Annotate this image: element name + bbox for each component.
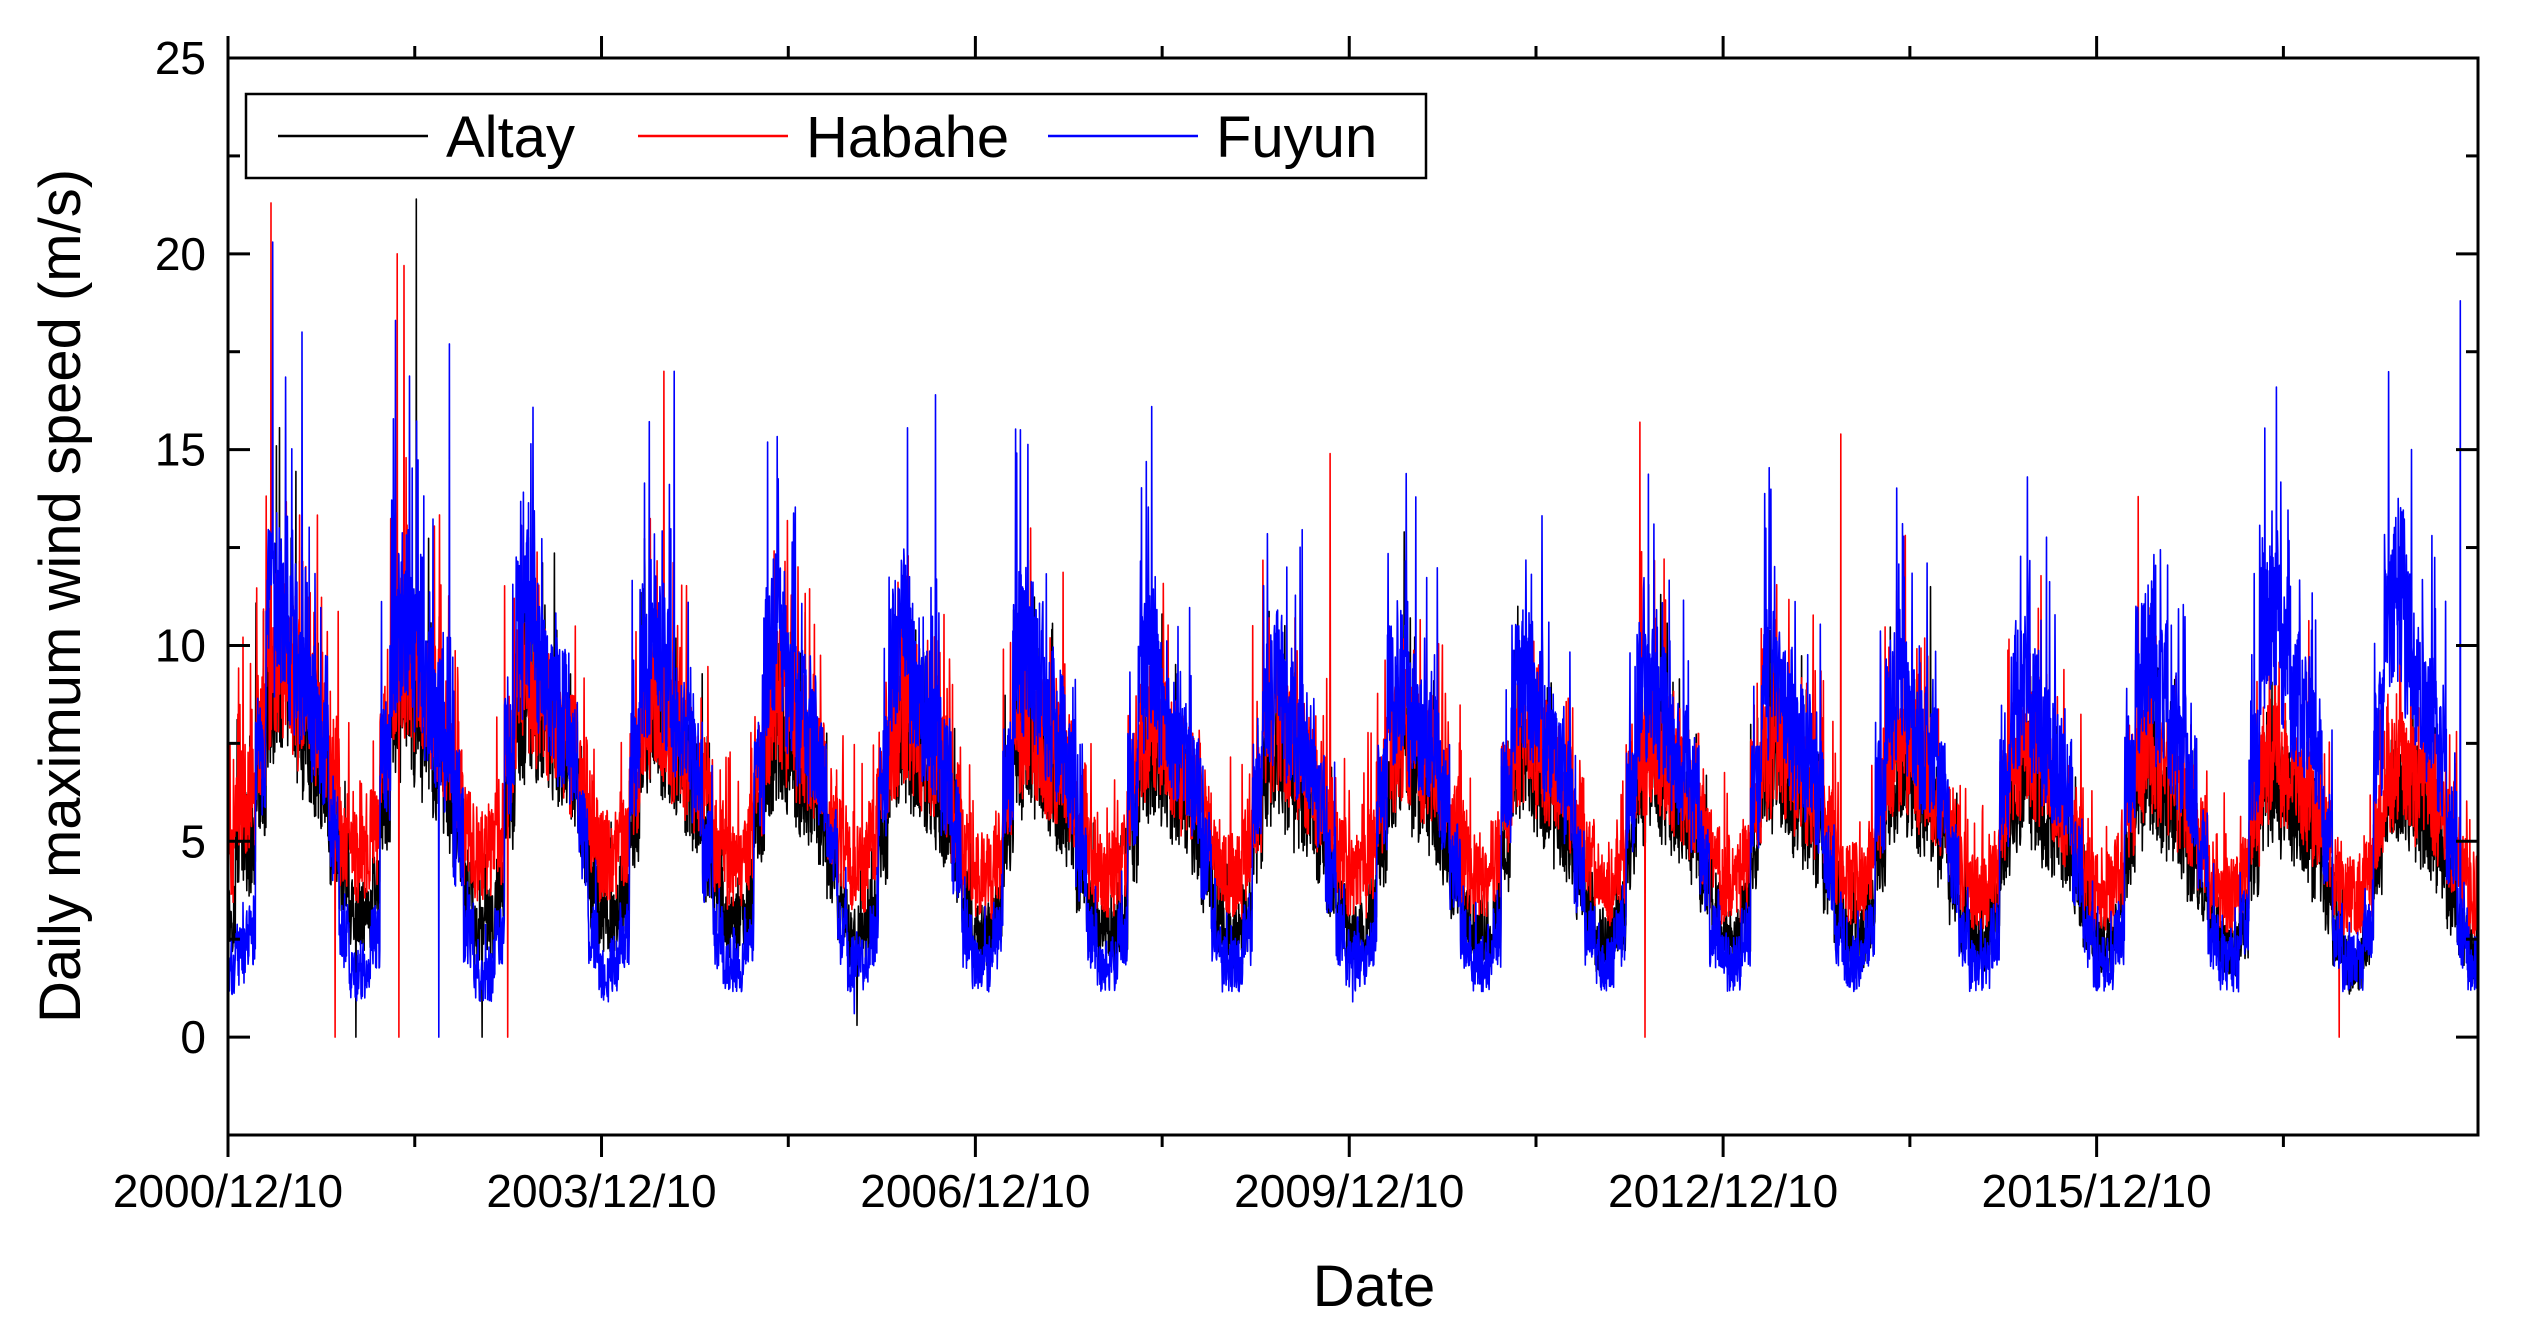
x-tick-label: 2009/12/10 <box>1234 1165 1464 1217</box>
x-tick-label: 2000/12/10 <box>113 1165 343 1217</box>
legend-label-fuyun: Fuyun <box>1216 105 1377 170</box>
y-tick-label: 25 <box>155 32 206 84</box>
y-axis-title: Daily maximum wind speed (m/s) <box>28 169 93 1023</box>
x-tick-label: 2012/12/10 <box>1608 1165 1838 1217</box>
legend-label-habahe: Habahe <box>806 105 1009 170</box>
y-tick-label: 20 <box>155 228 206 280</box>
legend-box <box>244 92 1428 180</box>
series-layer <box>228 198 2478 1038</box>
plot-frame <box>226 56 2480 1137</box>
legend: Altay Habahe Fuyun <box>244 92 1428 180</box>
x-tick-label: 2015/12/10 <box>1982 1165 2212 1217</box>
x-axis-title: Date <box>1313 1254 1436 1319</box>
y-tick-label: 10 <box>155 619 206 671</box>
x-tick-label: 2006/12/10 <box>860 1165 1090 1217</box>
series-line-habahe <box>228 202 2478 1038</box>
series-line-fuyun <box>228 241 2478 1038</box>
y-tick-label: 0 <box>180 1011 206 1063</box>
legend-label-altay: Altay <box>446 105 575 170</box>
x-tick-label: 2003/12/10 <box>486 1165 716 1217</box>
y-tick-label: 15 <box>155 424 206 476</box>
y-tick-label: 5 <box>180 815 206 867</box>
axes-layer: 0 5 10 15 20 25 2000/12/10 2003/12/10 2006/12/10… <box>113 32 2478 1217</box>
